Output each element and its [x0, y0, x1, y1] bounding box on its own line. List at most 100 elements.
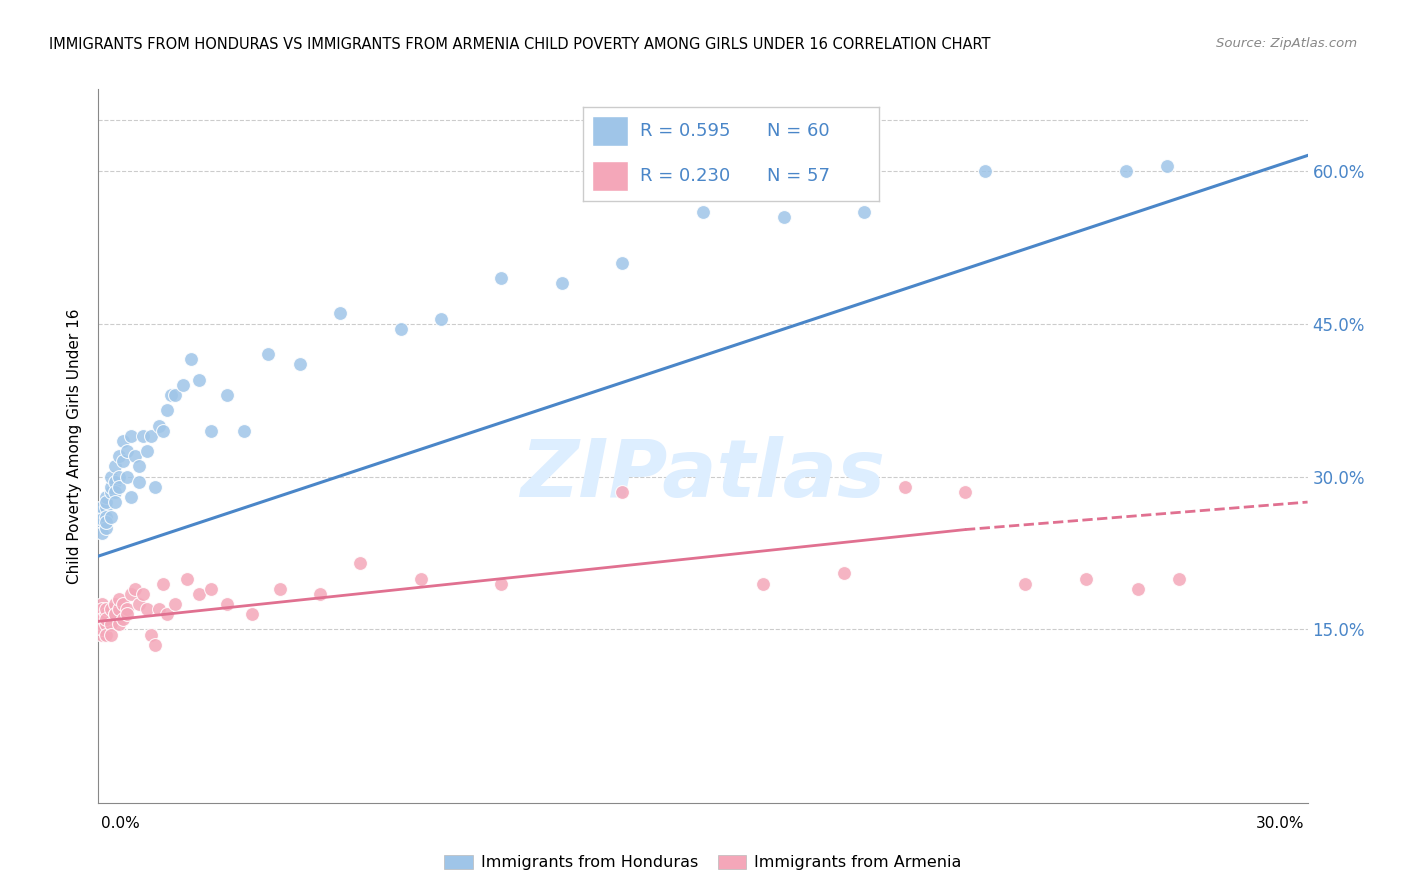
Point — [107, 617, 129, 632]
Point — [107, 480, 129, 494]
Point — [240, 607, 263, 622]
Point — [1128, 582, 1150, 596]
Text: Source: ZipAtlas.com: Source: ZipAtlas.com — [1216, 37, 1357, 51]
Point — [269, 582, 291, 596]
Point — [120, 587, 142, 601]
Point — [1014, 576, 1036, 591]
Text: N = 60: N = 60 — [766, 122, 830, 140]
Text: ZIPatlas: ZIPatlas — [520, 435, 886, 514]
Point — [200, 582, 222, 596]
Text: IMMIGRANTS FROM HONDURAS VS IMMIGRANTS FROM ARMENIA CHILD POVERTY AMONG GIRLS UN: IMMIGRANTS FROM HONDURAS VS IMMIGRANTS F… — [49, 37, 991, 53]
Point — [96, 510, 118, 524]
Point — [329, 306, 352, 320]
Point — [103, 475, 125, 489]
Point — [256, 347, 278, 361]
Point — [91, 525, 114, 540]
Point — [692, 204, 714, 219]
Point — [893, 480, 915, 494]
Point — [96, 627, 118, 641]
Point — [96, 516, 118, 530]
Point — [232, 424, 254, 438]
Legend: Immigrants from Honduras, Immigrants from Armenia: Immigrants from Honduras, Immigrants fro… — [439, 848, 967, 877]
Text: N = 57: N = 57 — [766, 168, 830, 186]
Point — [752, 576, 775, 591]
Point — [163, 597, 186, 611]
Point — [128, 459, 150, 474]
Point — [96, 520, 118, 534]
Point — [409, 572, 432, 586]
Point — [1074, 572, 1097, 586]
Point — [180, 352, 202, 367]
Point — [100, 617, 122, 632]
Point — [96, 617, 118, 632]
Point — [107, 602, 129, 616]
Point — [100, 480, 122, 494]
Point — [135, 602, 157, 616]
Point — [160, 388, 183, 402]
Point — [132, 587, 155, 601]
Point — [91, 617, 114, 632]
Point — [103, 459, 125, 474]
Y-axis label: Child Poverty Among Girls Under 16: Child Poverty Among Girls Under 16 — [67, 309, 83, 583]
Point — [111, 454, 134, 468]
Point — [143, 480, 166, 494]
Point — [217, 388, 239, 402]
Point — [107, 449, 129, 463]
Point — [152, 576, 174, 591]
Point — [200, 424, 222, 438]
Point — [156, 403, 179, 417]
Point — [188, 587, 211, 601]
Point — [100, 627, 122, 641]
Point — [1115, 163, 1137, 178]
Point — [115, 602, 138, 616]
Point — [96, 612, 118, 626]
Point — [143, 638, 166, 652]
Point — [124, 449, 146, 463]
Point — [288, 358, 311, 372]
Point — [100, 510, 122, 524]
Point — [115, 469, 138, 483]
Point — [120, 490, 142, 504]
Point — [309, 587, 332, 601]
Point — [91, 612, 114, 626]
Text: 30.0%: 30.0% — [1257, 816, 1305, 830]
Point — [91, 597, 114, 611]
Point — [188, 373, 211, 387]
Point — [612, 255, 634, 269]
Point — [124, 582, 146, 596]
Point — [91, 607, 114, 622]
Point — [111, 597, 134, 611]
Point — [91, 500, 114, 515]
Point — [96, 602, 118, 616]
Point — [128, 597, 150, 611]
Point — [430, 311, 453, 326]
Point — [349, 556, 371, 570]
Point — [91, 623, 114, 637]
Point — [217, 597, 239, 611]
Point — [91, 612, 114, 626]
Point — [100, 602, 122, 616]
Point — [100, 469, 122, 483]
Point — [132, 429, 155, 443]
Text: 0.0%: 0.0% — [101, 816, 141, 830]
Point — [853, 204, 876, 219]
Text: R = 0.230: R = 0.230 — [640, 168, 730, 186]
Point — [491, 576, 513, 591]
Bar — [592, 116, 627, 146]
Point — [152, 424, 174, 438]
Point — [389, 322, 412, 336]
Point — [96, 500, 118, 515]
Bar — [592, 161, 627, 191]
Point — [156, 607, 179, 622]
Text: R = 0.595: R = 0.595 — [640, 122, 730, 140]
Point — [91, 512, 114, 526]
Point — [91, 516, 114, 530]
Point — [139, 429, 162, 443]
Point — [91, 627, 114, 641]
Point — [832, 566, 855, 581]
Point — [148, 602, 170, 616]
Point — [96, 495, 118, 509]
Point — [91, 617, 114, 632]
Point — [107, 591, 129, 606]
Point — [96, 490, 118, 504]
